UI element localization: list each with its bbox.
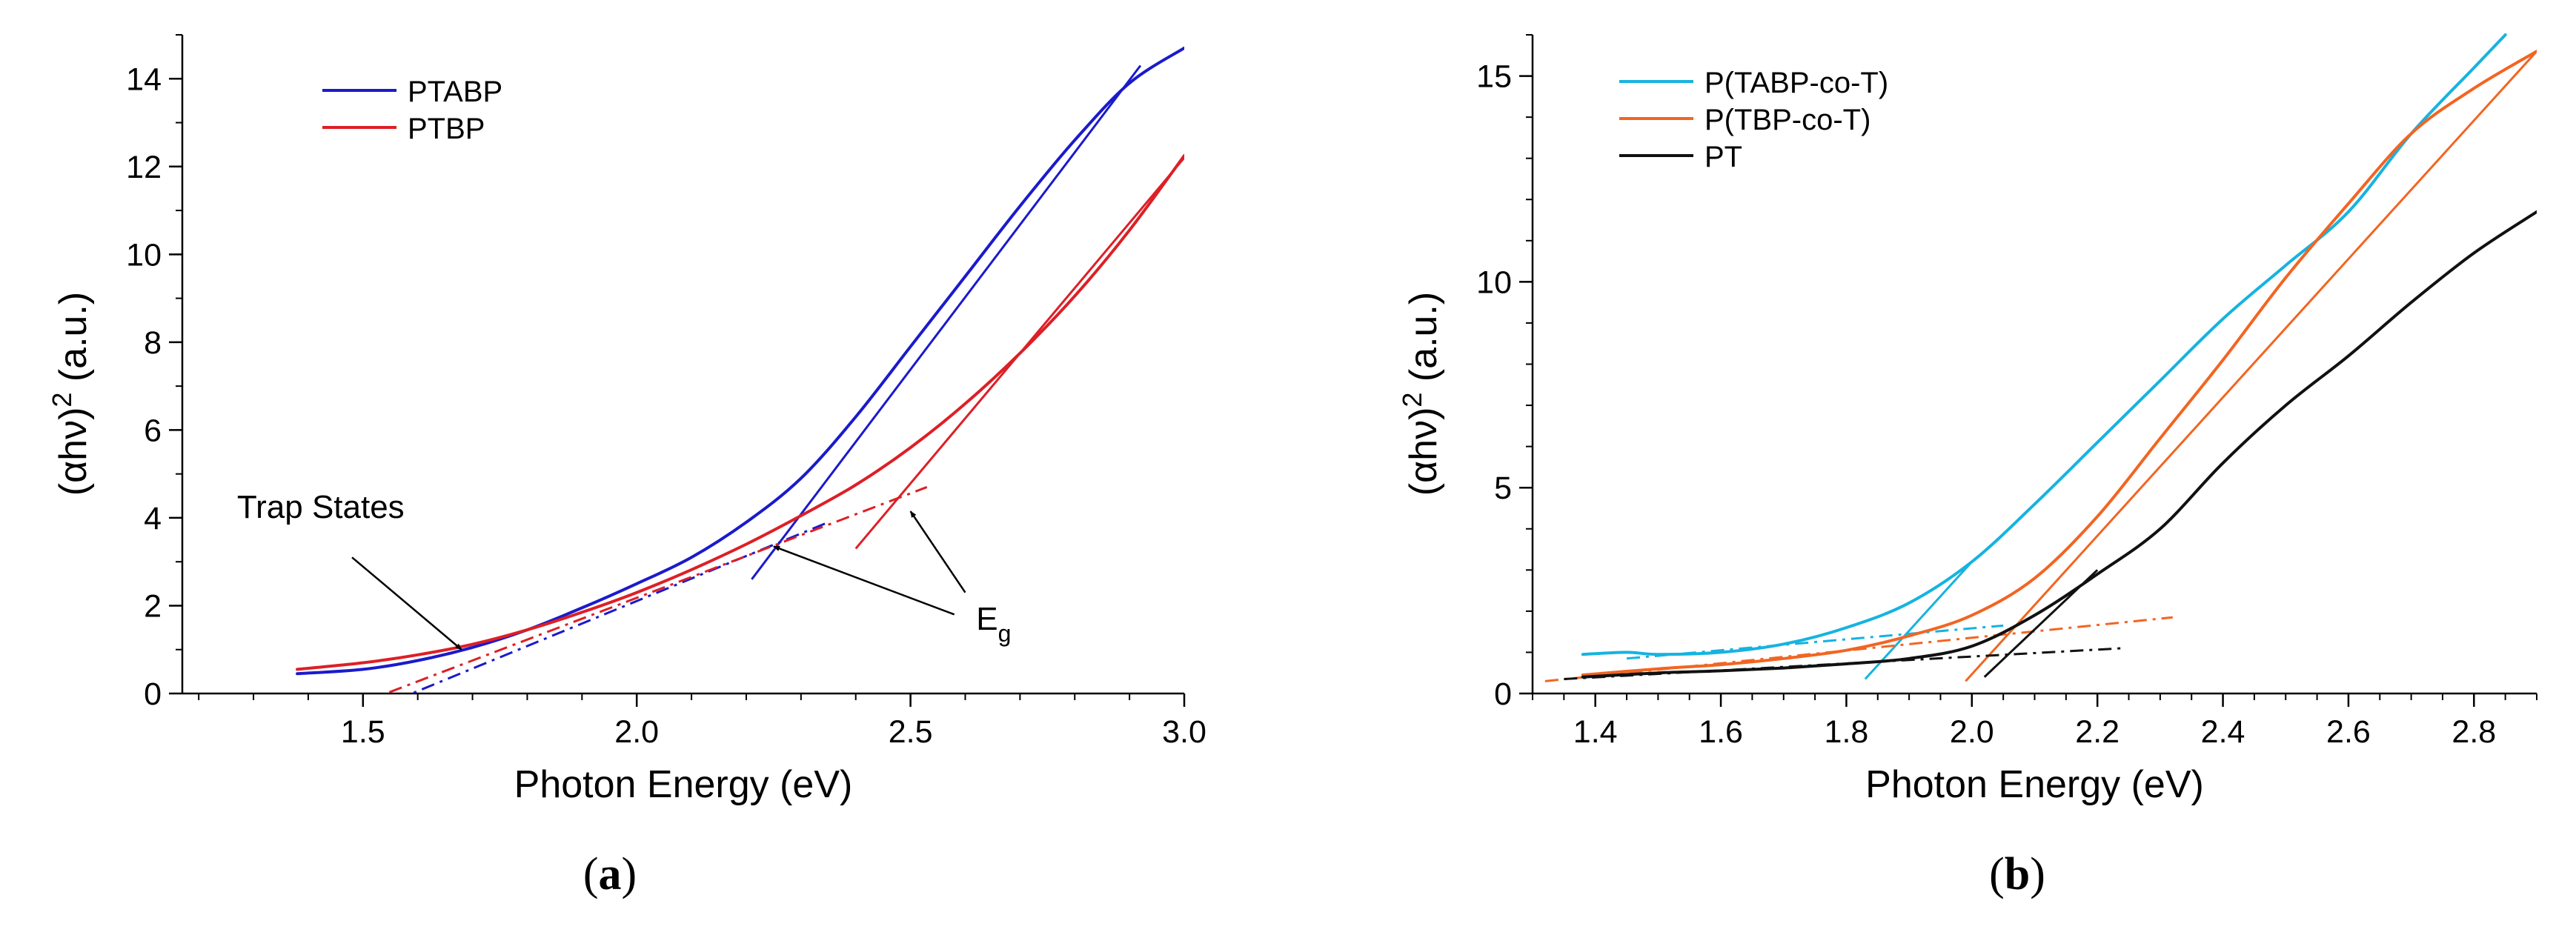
panel-label: (a) [583, 849, 637, 899]
x-tick-label: 1.5 [341, 714, 385, 750]
legend-label: PTABP [408, 76, 502, 108]
x-tick-label: 2.6 [2326, 714, 2371, 750]
y-axis-label-unit: (a.u.) [52, 292, 95, 393]
y-axis-label: (αhν)2 (a.u.) [1397, 292, 1445, 496]
series-line-ptbp [296, 154, 1184, 671]
chart-panel-b: 1.4 1.6 1.8 2.0 2.2 2.4 2.6 2.8 0 5 10 15 Photon Ene… [1397, 33, 2537, 899]
y-tick-label: 14 [126, 61, 162, 97]
x-tick-label: 1.8 [1825, 714, 1869, 750]
annotation-text: E [976, 601, 997, 637]
y-tick-label: 0 [1494, 676, 1512, 712]
x-tick-label: 2.8 [2451, 714, 2496, 750]
chart-panel-a: 1.5 2.0 2.5 3.0 0 2 4 6 8 10 12 14 Photon Energy (eV… [47, 34, 1206, 899]
x-axis-label: Photon Energy (eV) [1865, 763, 2204, 806]
y-tick-label: 4 [144, 501, 162, 536]
x-tick-label: 2.5 [889, 714, 933, 750]
legend: PTABP PTBP [322, 76, 502, 145]
legend-label: PTBP [408, 113, 485, 145]
panel-label-open: ( [1989, 849, 2005, 899]
y-tick-label: 8 [144, 325, 162, 361]
fit-line-dashdot [382, 486, 928, 693]
panel-label-close: ) [622, 849, 637, 899]
x-tick-label: 2.0 [1950, 714, 1994, 750]
panel-label-close: ) [2030, 849, 2045, 899]
plot-area [1544, 33, 2537, 682]
series-line-ptabp [296, 46, 1184, 676]
annotation-eg: Eg [976, 601, 1011, 647]
legend-label: PT [1704, 141, 1742, 173]
panel-label-open: ( [583, 849, 599, 899]
y-axis-label-superscript: 2 [47, 393, 77, 408]
x-tick-label: 2.0 [614, 714, 659, 750]
y-tick-label: 2 [144, 588, 162, 624]
series-line-p-tabp-co-t [1581, 33, 2507, 656]
y-axis-label-base: (αhν) [52, 408, 95, 496]
panel-label-letter: a [599, 849, 622, 899]
x-tick-label: 1.4 [1573, 714, 1618, 750]
fit-line-dashdot [408, 521, 829, 693]
x-tick-label: 1.6 [1699, 714, 1743, 750]
y-tick-label: 10 [1476, 265, 1512, 300]
annotation-text: Trap States [237, 489, 405, 525]
series-line-p-tbp-co-t [1581, 50, 2537, 676]
panel-label: (b) [1989, 849, 2045, 899]
legend-label: P(TABP-co-T) [1704, 67, 1888, 99]
y-axis-label-superscript: 2 [1397, 393, 1427, 408]
panel-label-letter: b [2005, 849, 2030, 899]
legend: P(TABP-co-T) P(TBP-co-T) PT [1619, 67, 1888, 173]
y-axis-label-base: (αhν) [1402, 408, 1445, 496]
y-tick-label: 10 [126, 237, 162, 273]
annotation-subscript: g [998, 620, 1012, 647]
series-line-pt [1581, 210, 2537, 679]
annotation-trap-states: Trap States [237, 489, 405, 525]
fit-line-solid [751, 64, 1142, 580]
y-tick-label: 6 [144, 413, 162, 448]
y-axis-label: (αhν)2 (a.u.) [47, 292, 95, 496]
legend-label: P(TBP-co-T) [1704, 104, 1870, 136]
y-tick-label: 12 [126, 150, 162, 185]
plot-area [296, 46, 1184, 693]
y-tick-label: 15 [1476, 59, 1512, 95]
annotation-arrow [351, 556, 462, 651]
fit-line-solid [1965, 50, 2537, 682]
annotation-arrow [773, 545, 955, 616]
x-axis-label: Photon Energy (eV) [514, 763, 853, 806]
fit-line-solid [1864, 561, 1973, 680]
y-axis-label-unit: (a.u.) [1402, 292, 1445, 393]
y-tick-label: 5 [1494, 470, 1512, 506]
annotation-arrow [909, 510, 966, 593]
x-tick-label: 2.2 [2075, 714, 2119, 750]
x-tick-label: 2.4 [2201, 714, 2245, 750]
x-tick-label: 3.0 [1162, 714, 1206, 750]
y-tick-label: 0 [144, 676, 162, 712]
